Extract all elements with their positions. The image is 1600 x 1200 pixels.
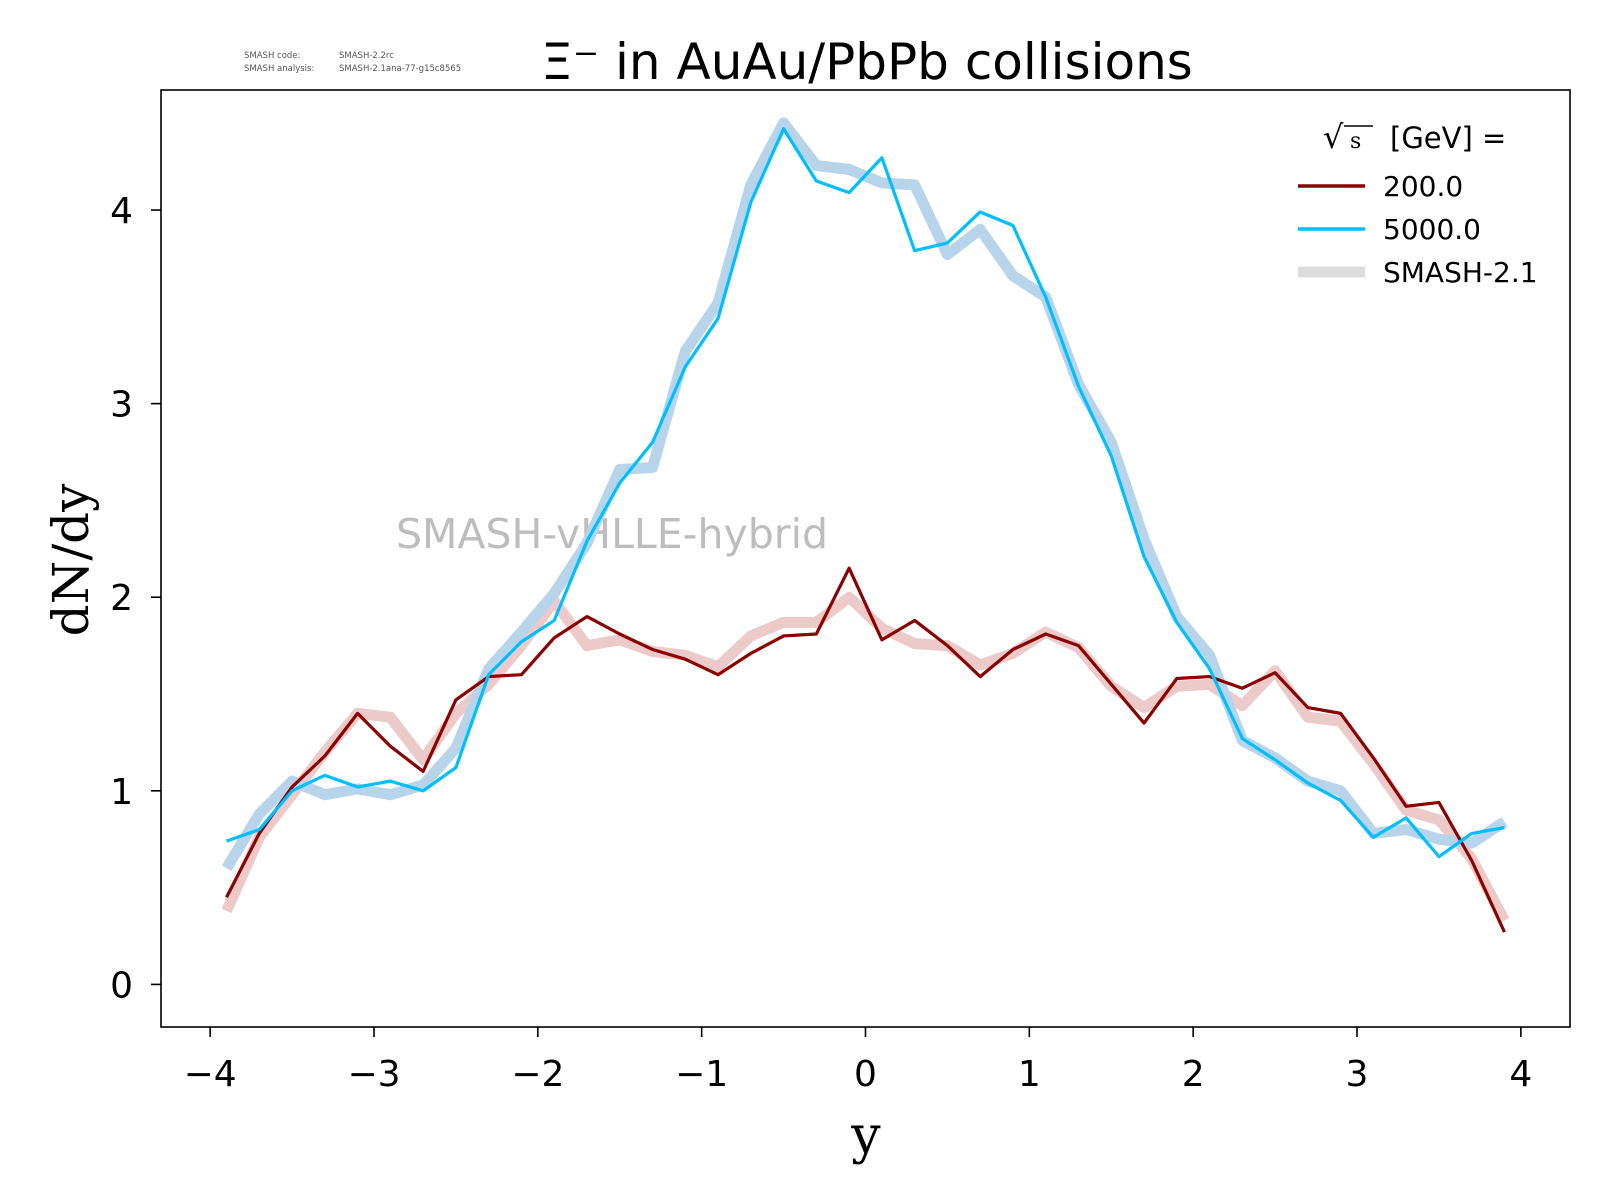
y-tick-label: 1 bbox=[110, 772, 133, 813]
info-label-analysis: SMASH analysis: bbox=[244, 64, 314, 74]
series-layer bbox=[221, 117, 1510, 933]
legend-title-sqrt-arg: s bbox=[1350, 129, 1361, 154]
x-tick-label: 2 bbox=[1182, 1054, 1205, 1095]
x-tick-label: 1 bbox=[1018, 1054, 1041, 1095]
y-tick-label: 3 bbox=[110, 385, 133, 426]
y-tick-label: 2 bbox=[110, 578, 133, 619]
y-axis-label: dN/dy bbox=[42, 483, 100, 637]
x-tick-label: 4 bbox=[1509, 1054, 1532, 1095]
legend-label-smash21: SMASH-2.1 bbox=[1383, 256, 1538, 289]
x-tick-label: −3 bbox=[347, 1054, 400, 1095]
y-tick-label: 0 bbox=[110, 965, 133, 1006]
y-tick-label: 4 bbox=[110, 191, 133, 232]
info-value-code: SMASH-2.2rc bbox=[339, 51, 394, 61]
watermark: SMASH-vHLLE-hybrid bbox=[396, 510, 828, 558]
legend: √ s [GeV] = 200.0 5000.0 SMASH-2.1 bbox=[1298, 118, 1538, 289]
legend-label-200: 200.0 bbox=[1383, 170, 1463, 203]
x-axis-label: y bbox=[850, 1106, 881, 1166]
x-tick-label: −4 bbox=[184, 1054, 237, 1095]
info-value-analysis: SMASH-2.1ana-77-g15c8565 bbox=[339, 64, 461, 74]
x-tick-label: −1 bbox=[675, 1054, 728, 1095]
axis-layer: −4 −3 −2 −1 0 1 2 3 4 0 1 2 3 4 bbox=[110, 191, 1532, 1095]
info-label-code: SMASH code: bbox=[244, 51, 300, 61]
legend-label-5000: 5000.0 bbox=[1383, 213, 1481, 246]
legend-title-text: [GeV] = bbox=[1390, 121, 1506, 155]
chart-title: Ξ⁻ in AuAu/PbPb collisions bbox=[541, 33, 1193, 91]
series-line-200-0 bbox=[225, 566, 1506, 933]
x-tick-label: 3 bbox=[1346, 1054, 1369, 1095]
x-tick-label: 0 bbox=[854, 1054, 877, 1095]
legend-title-sqrt-symbol: √ bbox=[1323, 118, 1344, 156]
x-tick-label: −2 bbox=[511, 1054, 564, 1095]
series-line-5000-0 bbox=[225, 127, 1505, 859]
